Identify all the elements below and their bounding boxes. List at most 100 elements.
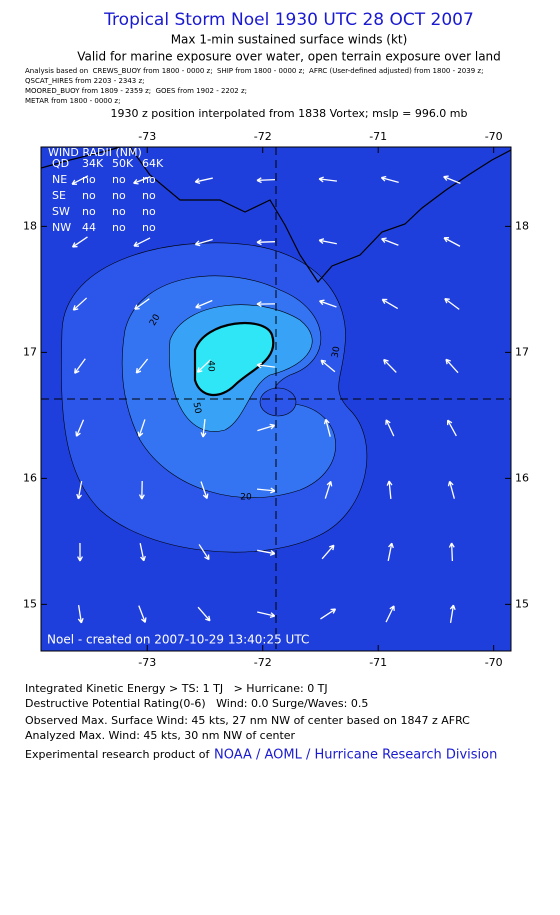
wind-arrow <box>137 419 146 438</box>
wind-arrow <box>256 177 276 184</box>
credit-link[interactable]: NOAA / AOML / Hurricane Research Divisio… <box>214 748 497 763</box>
radii-cell: 34K <box>82 157 104 170</box>
wind-arrow <box>133 237 151 247</box>
wind-arrow <box>380 175 399 184</box>
wind-arrow <box>135 358 149 374</box>
wind-arrow <box>318 238 337 245</box>
radii-cell: no <box>82 205 96 218</box>
radii-cell: SE <box>52 189 66 202</box>
summary-line: Observed Max. Surface Wind: 45 kts, 27 n… <box>25 714 470 727</box>
footer: Noel - created on 2007-10-29 13:40:25 UT… <box>47 633 309 647</box>
wind-arrow <box>138 605 147 623</box>
radii-cell: no <box>82 173 96 186</box>
wind-arrow <box>444 297 460 310</box>
x-tick-label: -72 <box>254 656 272 669</box>
wind-arrow <box>71 175 89 185</box>
wind-arrow <box>139 543 146 562</box>
wind-arrow <box>386 480 393 500</box>
x-tick-label: -71 <box>369 656 387 669</box>
radii-cell: no <box>82 189 96 202</box>
summary-line: Analyzed Max. Wind: 45 kts, 30 nm NW of … <box>25 729 296 742</box>
radii-cell: no <box>112 221 126 234</box>
wind-arrow <box>77 542 83 562</box>
wind-arrow <box>319 299 337 308</box>
wind-arrow <box>74 358 86 374</box>
x-tick-label: -72 <box>254 130 272 143</box>
wind-arrow <box>381 298 399 310</box>
wind-arrow <box>256 362 276 369</box>
contour-fill <box>259 387 297 417</box>
wind-arrow <box>197 606 211 622</box>
summary-line: Destructive Potential Rating(0-6) Wind: … <box>25 697 368 710</box>
radii-cell: 44 <box>82 221 96 234</box>
wind-arrow <box>257 611 276 618</box>
source-line: METAR from 1800 - 0000 z; <box>25 97 120 105</box>
wind-arrow <box>447 480 455 499</box>
coastline <box>41 147 511 283</box>
wind-arrow <box>318 176 338 183</box>
wind-arrow <box>257 549 276 556</box>
source-line: QSCAT_HIRES from 2203 - 2343 z; <box>25 77 145 85</box>
wind-arrow <box>194 238 213 247</box>
wind-arrow <box>449 604 456 623</box>
wind-arrow <box>324 480 333 499</box>
contour-fill <box>193 321 275 396</box>
y-tick-label: 17 <box>515 345 529 358</box>
wind-arrow <box>320 359 336 373</box>
source-line: Analysis based on CREWS_BUOY from 1800 -… <box>25 67 483 75</box>
wind-arrow <box>195 299 213 309</box>
wind-arrow <box>447 419 457 437</box>
wind-arrow <box>133 176 151 185</box>
y-tick-label: 16 <box>515 471 529 484</box>
y-tick-label: 17 <box>23 345 37 358</box>
radii-cell: QD <box>52 157 69 170</box>
wind-arrow <box>75 419 85 437</box>
map-frame <box>40 146 512 652</box>
radii-cell: no <box>142 189 156 202</box>
wind-arrow <box>443 175 461 184</box>
radii-cell: 50K <box>112 157 134 170</box>
radii-cell: no <box>142 173 156 186</box>
contour-label: 20 <box>240 493 252 503</box>
wind-arrow <box>385 419 395 437</box>
wind-arrow <box>448 542 455 562</box>
x-tick-label: -70 <box>485 130 503 143</box>
contour-label: 30 <box>331 345 343 358</box>
wind-arrow <box>323 418 331 437</box>
wind-arrow <box>200 418 207 438</box>
x-tick-label: -71 <box>369 130 387 143</box>
wind-arrow <box>321 544 335 560</box>
title: Tropical Storm Noel 1930 UTC 28 OCT 2007 <box>103 10 474 30</box>
contour-label: 40 <box>206 360 216 372</box>
wind-arrow <box>200 481 209 499</box>
radii-cell: NE <box>52 173 67 186</box>
validity: Valid for marine exposure over water, op… <box>77 50 501 64</box>
wind-arrow <box>385 605 395 623</box>
wind-arrow <box>387 542 394 561</box>
wind-arrow <box>138 480 145 500</box>
credit: Experimental research product of <box>25 748 210 761</box>
summary-line: Integrated Kinetic Energy > TS: 1 TJ > H… <box>25 682 328 695</box>
wind-arrow <box>256 301 276 308</box>
radii-cell: no <box>142 221 156 234</box>
subtitle: Max 1-min sustained surface winds (kt) <box>171 33 408 47</box>
wind-arrow <box>383 358 397 373</box>
radii-cell: no <box>112 205 126 218</box>
radii-cell: NW <box>52 221 71 234</box>
y-tick-label: 15 <box>23 597 37 610</box>
contour-label: 50 <box>191 402 203 415</box>
wind-arrow <box>381 237 399 246</box>
wind-arrow <box>194 177 213 184</box>
radii-cell: no <box>142 205 156 218</box>
wind-arrow <box>445 358 459 374</box>
y-tick-label: 16 <box>23 471 37 484</box>
position-note: 1930 z position interpolated from 1838 V… <box>110 107 467 120</box>
y-tick-label: 15 <box>515 597 529 610</box>
wind-arrow <box>196 359 211 373</box>
map-area: Noel - created on 2007-10-29 13:40:25 UT… <box>40 146 512 652</box>
wind-arrow <box>72 297 88 311</box>
y-tick-label: 18 <box>515 219 529 232</box>
x-tick-label: -73 <box>138 656 156 669</box>
wind-arrow <box>134 298 150 310</box>
